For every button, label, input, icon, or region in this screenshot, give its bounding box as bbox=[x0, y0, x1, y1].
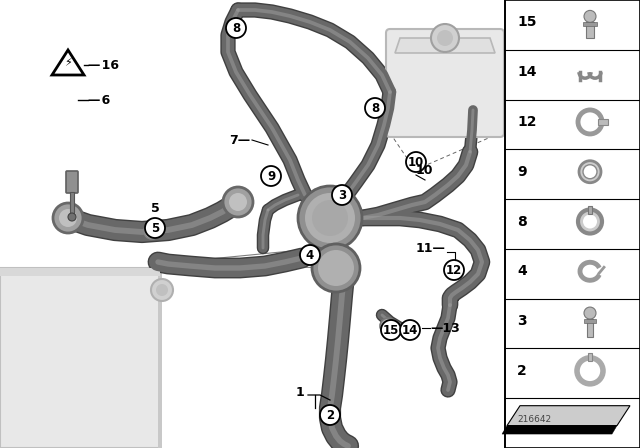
FancyBboxPatch shape bbox=[66, 171, 78, 193]
Circle shape bbox=[223, 187, 253, 217]
Polygon shape bbox=[52, 50, 84, 75]
Circle shape bbox=[300, 245, 320, 265]
Text: 4: 4 bbox=[517, 264, 527, 278]
FancyBboxPatch shape bbox=[584, 319, 596, 323]
Circle shape bbox=[583, 165, 597, 179]
FancyBboxPatch shape bbox=[158, 268, 162, 448]
Circle shape bbox=[145, 218, 165, 238]
Text: 3: 3 bbox=[338, 189, 346, 202]
Circle shape bbox=[400, 320, 420, 340]
Circle shape bbox=[584, 10, 596, 22]
FancyBboxPatch shape bbox=[70, 192, 74, 217]
FancyBboxPatch shape bbox=[588, 353, 592, 361]
Text: 14: 14 bbox=[402, 323, 418, 336]
FancyBboxPatch shape bbox=[583, 22, 597, 26]
Circle shape bbox=[156, 284, 168, 296]
FancyBboxPatch shape bbox=[325, 218, 337, 270]
Circle shape bbox=[68, 213, 76, 221]
Text: — 6: — 6 bbox=[88, 94, 110, 107]
Text: 4: 4 bbox=[306, 249, 314, 262]
Circle shape bbox=[332, 185, 352, 205]
Text: 8: 8 bbox=[371, 102, 379, 115]
Polygon shape bbox=[507, 406, 630, 426]
Text: 9: 9 bbox=[517, 165, 527, 179]
Circle shape bbox=[444, 260, 464, 280]
Circle shape bbox=[312, 200, 348, 236]
FancyBboxPatch shape bbox=[322, 218, 340, 270]
Circle shape bbox=[380, 318, 396, 334]
Circle shape bbox=[305, 193, 355, 243]
Polygon shape bbox=[395, 38, 495, 53]
Text: 5: 5 bbox=[151, 221, 159, 234]
Text: 8: 8 bbox=[232, 22, 240, 34]
Text: 2: 2 bbox=[326, 409, 334, 422]
Text: 8: 8 bbox=[517, 215, 527, 228]
Polygon shape bbox=[502, 426, 617, 434]
Text: 9: 9 bbox=[267, 169, 275, 182]
Text: 10: 10 bbox=[408, 155, 424, 168]
Text: 10: 10 bbox=[416, 164, 433, 177]
FancyBboxPatch shape bbox=[0, 268, 160, 276]
Circle shape bbox=[431, 24, 459, 52]
Text: 15: 15 bbox=[517, 15, 536, 30]
Text: — 16: — 16 bbox=[88, 59, 119, 72]
FancyBboxPatch shape bbox=[598, 119, 608, 125]
Circle shape bbox=[579, 161, 601, 183]
FancyBboxPatch shape bbox=[386, 29, 504, 137]
FancyBboxPatch shape bbox=[0, 268, 160, 448]
FancyBboxPatch shape bbox=[588, 206, 592, 214]
Text: 7—: 7— bbox=[229, 134, 250, 146]
Circle shape bbox=[226, 18, 246, 38]
Circle shape bbox=[401, 325, 415, 339]
Circle shape bbox=[53, 203, 83, 233]
Text: —13: —13 bbox=[430, 322, 460, 335]
FancyBboxPatch shape bbox=[586, 22, 594, 39]
Text: ⚡: ⚡ bbox=[64, 58, 72, 68]
Circle shape bbox=[298, 186, 362, 250]
Circle shape bbox=[583, 215, 597, 228]
Text: 1: 1 bbox=[295, 385, 304, 399]
Circle shape bbox=[151, 279, 173, 301]
Text: 3: 3 bbox=[517, 314, 527, 328]
Text: 12: 12 bbox=[517, 115, 536, 129]
FancyBboxPatch shape bbox=[505, 0, 640, 448]
Text: 2: 2 bbox=[517, 364, 527, 378]
Circle shape bbox=[381, 320, 401, 340]
Circle shape bbox=[365, 98, 385, 118]
Circle shape bbox=[320, 405, 340, 425]
Circle shape bbox=[261, 166, 281, 186]
Text: 12: 12 bbox=[446, 263, 462, 276]
Text: 216642: 216642 bbox=[517, 415, 551, 424]
Circle shape bbox=[318, 250, 354, 286]
Circle shape bbox=[578, 210, 602, 233]
Circle shape bbox=[144, 223, 160, 239]
Text: 11—: 11— bbox=[415, 241, 445, 254]
Circle shape bbox=[584, 307, 596, 319]
Circle shape bbox=[59, 209, 77, 227]
Circle shape bbox=[437, 30, 453, 46]
Text: 14: 14 bbox=[517, 65, 536, 79]
Circle shape bbox=[312, 244, 360, 292]
FancyBboxPatch shape bbox=[587, 319, 593, 337]
Circle shape bbox=[229, 193, 247, 211]
Text: 15: 15 bbox=[383, 323, 399, 336]
Circle shape bbox=[406, 152, 426, 172]
Text: 5: 5 bbox=[150, 202, 159, 215]
